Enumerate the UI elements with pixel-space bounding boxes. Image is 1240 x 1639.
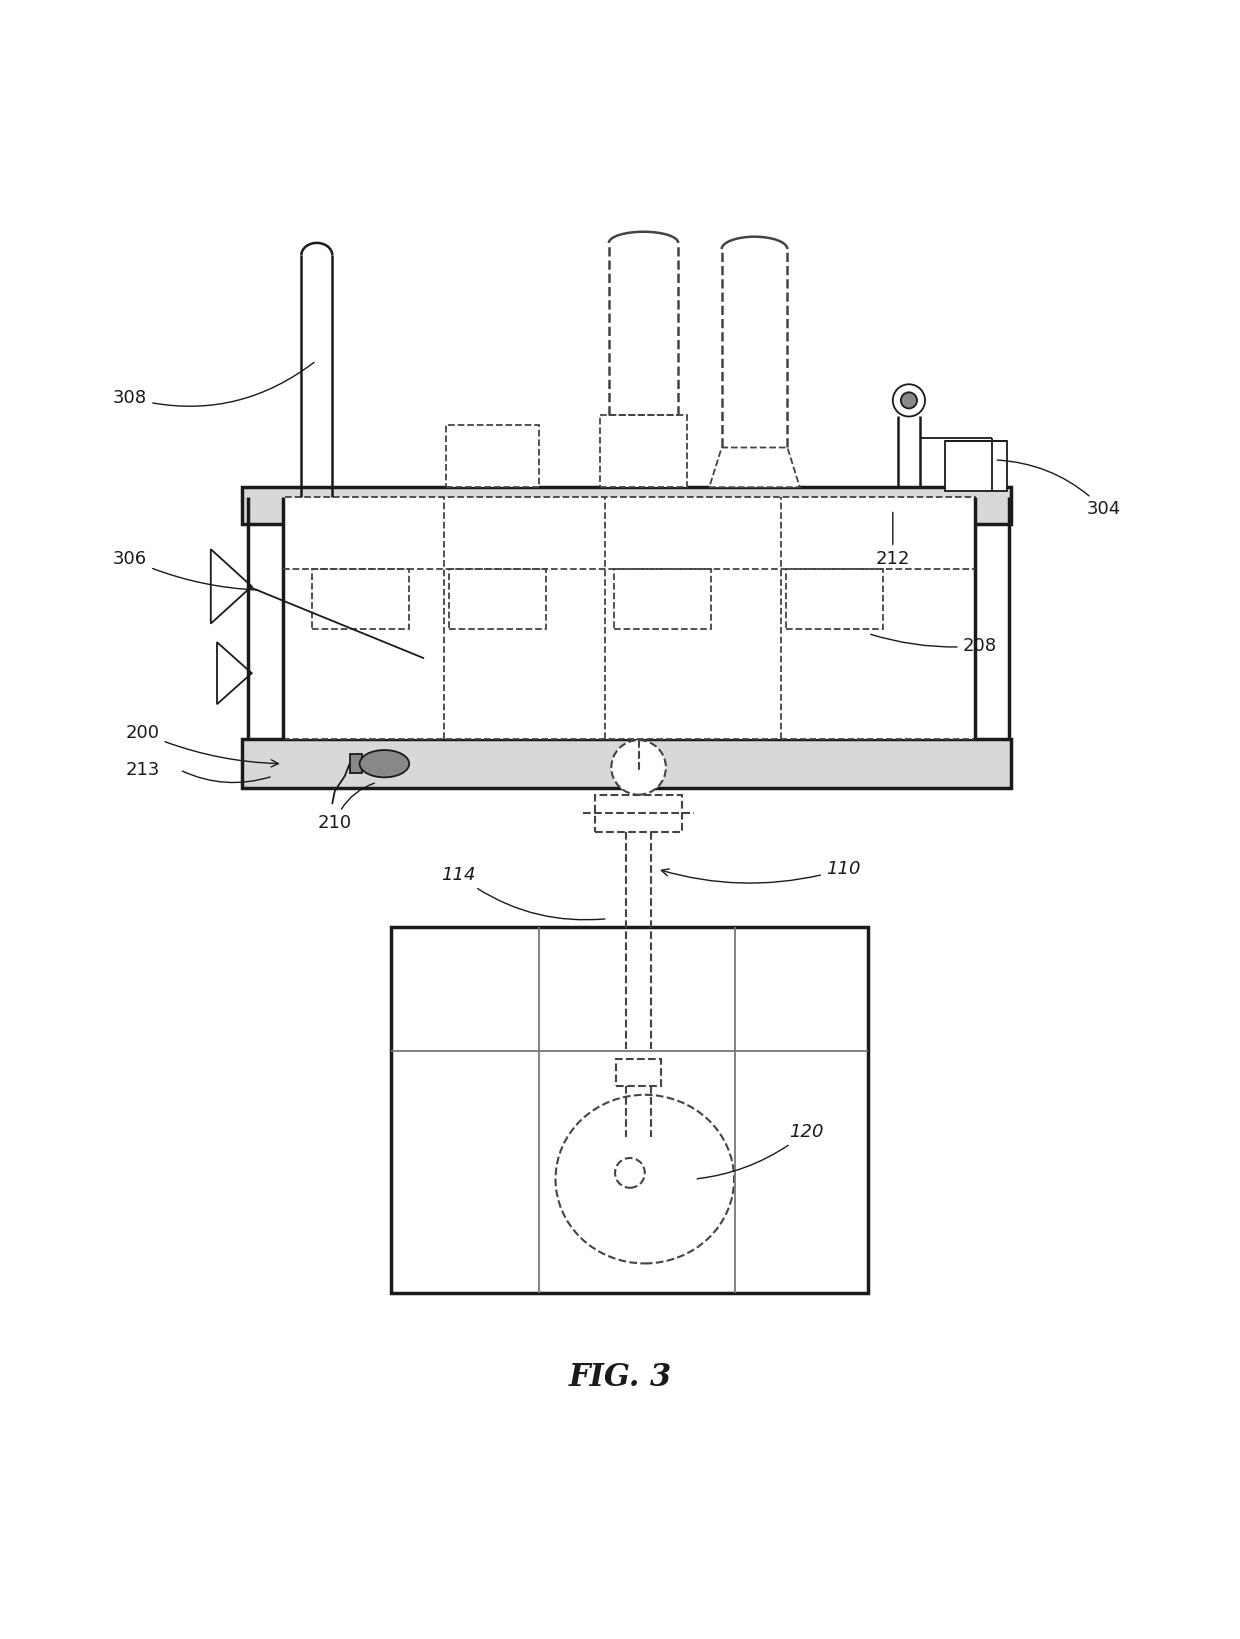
Bar (350, 754, 362, 774)
Bar (242, 739, 1011, 788)
Text: FIG. 3: FIG. 3 (568, 1362, 672, 1393)
Text: 114: 114 (441, 867, 605, 919)
Polygon shape (217, 642, 252, 705)
Circle shape (900, 392, 916, 408)
Circle shape (615, 1159, 645, 1188)
Bar (600, 415, 687, 487)
Bar (449, 569, 546, 628)
Circle shape (893, 384, 925, 416)
Text: 120: 120 (697, 1123, 823, 1178)
Bar (786, 569, 883, 628)
Text: 308: 308 (113, 362, 314, 406)
Polygon shape (709, 447, 800, 487)
Text: 200: 200 (125, 724, 279, 767)
Bar (616, 1059, 661, 1087)
Text: 210: 210 (317, 783, 374, 833)
Bar (283, 497, 975, 739)
Bar (391, 928, 868, 1293)
Bar (595, 795, 682, 833)
Polygon shape (211, 549, 252, 623)
Text: 213: 213 (125, 760, 160, 779)
Text: 212: 212 (875, 513, 910, 569)
Bar (312, 569, 409, 628)
Text: 304: 304 (997, 461, 1121, 518)
Text: 110: 110 (661, 860, 861, 883)
Text: 306: 306 (113, 551, 258, 590)
Ellipse shape (360, 751, 409, 777)
Bar (614, 569, 711, 628)
Circle shape (611, 741, 666, 795)
Bar (945, 441, 1007, 492)
Text: 208: 208 (870, 634, 997, 656)
Ellipse shape (556, 1095, 734, 1264)
Bar (242, 487, 1011, 524)
Bar (446, 425, 539, 487)
